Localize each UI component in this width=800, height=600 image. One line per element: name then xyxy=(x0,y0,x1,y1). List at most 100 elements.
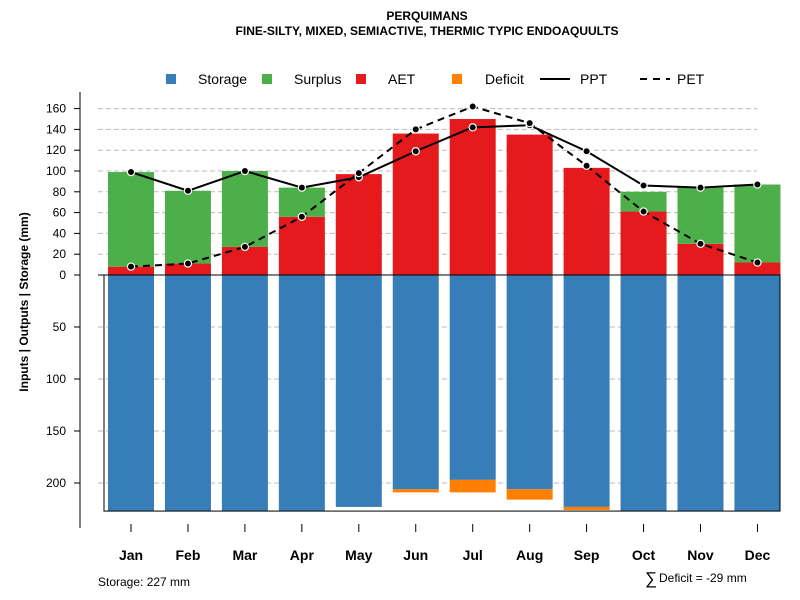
legend-swatch-surplus xyxy=(262,74,272,84)
aet-bar-oct xyxy=(620,211,667,275)
ppt-point-feb xyxy=(183,186,193,195)
pet-line xyxy=(130,105,758,268)
x-tick-label-jul: Jul xyxy=(463,547,483,563)
legend-swatch-aet xyxy=(356,74,366,84)
pet-point-jan xyxy=(126,262,136,271)
surplus-bar-jan xyxy=(108,172,154,267)
surplus-bar-feb xyxy=(164,190,211,264)
pet-point-apr xyxy=(297,212,307,221)
x-tick-label-nov: Nov xyxy=(687,547,714,563)
chart-title: PERQUIMANS xyxy=(386,9,467,23)
x-tick-label-feb: Feb xyxy=(176,547,201,563)
storage-bar-feb xyxy=(164,275,211,512)
legend-label-surplus: Surplus xyxy=(294,71,341,87)
legend-swatch-storage xyxy=(166,74,176,84)
storage-bar-nov xyxy=(677,275,724,512)
storage-bar-apr xyxy=(278,275,325,512)
ppt-point-oct xyxy=(639,181,648,190)
storage-bar-jul xyxy=(449,275,496,480)
y-axis-label: Inputs | Outputs | Storage (mm) xyxy=(17,212,31,391)
y-tick-label-lower-150: 150 xyxy=(46,424,66,438)
bars xyxy=(108,119,781,512)
legend-label-ppt: PPT xyxy=(580,71,608,87)
y-tick-label-upper-120: 120 xyxy=(46,143,66,157)
x-tick-label-oct: Oct xyxy=(632,547,656,563)
y-tick-label-lower-100: 100 xyxy=(46,372,66,386)
pet-point-jun xyxy=(411,125,420,134)
pet-point-oct xyxy=(639,207,648,216)
aet-bar-nov xyxy=(677,243,724,275)
x-tick-label-sep: Sep xyxy=(574,547,600,563)
storage-bar-oct xyxy=(620,275,667,512)
legend: Storage Surplus AET Deficit PPT PET xyxy=(166,71,705,87)
y-tick-label-upper-60: 60 xyxy=(53,206,67,220)
storage-bar-may xyxy=(335,275,382,507)
aet-bar-aug xyxy=(506,134,553,275)
x-tick-label-dec: Dec xyxy=(745,547,771,563)
lines xyxy=(126,102,762,271)
deficit-bar-jun xyxy=(392,489,439,493)
pet-point-aug xyxy=(525,118,534,128)
storage-bar-aug xyxy=(506,275,553,490)
pet-point-mar xyxy=(240,242,250,252)
pet-point-feb xyxy=(183,259,193,268)
chart-subtitle: FINE-SILTY, MIXED, SEMIACTIVE, THERMIC T… xyxy=(236,24,619,38)
storage-frame xyxy=(103,274,781,512)
surplus-bar-dec xyxy=(734,184,781,263)
aet-bar-sep xyxy=(563,167,610,275)
sum-symbol: ∑ xyxy=(645,569,657,588)
aet-bar-dec xyxy=(734,262,781,275)
storage-bar-dec xyxy=(734,275,781,512)
x-tick-label-aug: Aug xyxy=(516,547,543,563)
y-tick-label-upper-100: 100 xyxy=(46,164,66,178)
storage-footer: Storage: 227 mm xyxy=(98,575,190,589)
pet-point-jul xyxy=(468,102,477,111)
pet-point-sep xyxy=(582,161,591,170)
y-tick-label-lower-200: 200 xyxy=(46,476,66,490)
aet-bar-jul xyxy=(449,119,496,275)
axes: 0 20 40 60 80 100 120 140 160 50 100 150 200 Jan Feb Ma… xyxy=(46,92,771,563)
deficit-bar-aug xyxy=(506,489,553,500)
aet-bar-apr xyxy=(278,216,325,275)
ppt-point-jun xyxy=(411,147,420,156)
legend-label-deficit: Deficit xyxy=(485,71,524,87)
ppt-point-sep xyxy=(582,147,591,156)
aet-bar-may xyxy=(335,174,382,275)
ppt-point-jul xyxy=(468,123,477,132)
ppt-line xyxy=(130,124,758,192)
surplus-bar-mar xyxy=(221,171,268,247)
storage-bar-jan xyxy=(108,275,154,512)
y-tick-label-upper-0: 0 xyxy=(59,268,66,282)
x-tick-label-jun: Jun xyxy=(403,547,428,563)
legend-swatch-deficit xyxy=(452,74,462,84)
aet-bar-feb xyxy=(164,263,211,275)
legend-label-aet: AET xyxy=(388,71,416,87)
pet-point-nov xyxy=(696,239,705,248)
y-tick-label-upper-160: 160 xyxy=(46,102,66,116)
aet-bar-jun xyxy=(392,133,439,275)
deficit-footer: Deficit = -29 mm xyxy=(659,571,747,585)
y-tick-label-upper-40: 40 xyxy=(53,226,67,240)
surplus-bar-oct xyxy=(620,191,667,212)
ppt-point-apr xyxy=(297,183,307,192)
legend-label-pet: PET xyxy=(677,71,705,87)
y-tick-label-upper-140: 140 xyxy=(46,122,66,136)
legend-label-storage: Storage xyxy=(198,71,247,87)
x-tick-label-mar: Mar xyxy=(232,547,257,563)
ppt-point-jan xyxy=(126,167,136,177)
storage-bar-mar xyxy=(221,275,268,512)
pet-point-dec xyxy=(753,258,762,267)
ppt-point-dec xyxy=(753,180,762,189)
pet-point-may xyxy=(354,168,363,178)
y-tick-label-upper-20: 20 xyxy=(53,247,67,261)
deficit-bar-jul xyxy=(449,479,496,493)
x-tick-label-apr: Apr xyxy=(290,547,315,563)
storage-bar-sep xyxy=(563,275,610,507)
x-tick-label-jan: Jan xyxy=(119,547,143,563)
y-tick-label-lower-50: 50 xyxy=(53,320,67,334)
ppt-point-mar xyxy=(240,166,250,176)
x-tick-label-may: May xyxy=(345,547,372,563)
y-tick-label-upper-80: 80 xyxy=(53,185,67,199)
surplus-bar-apr xyxy=(278,187,325,217)
